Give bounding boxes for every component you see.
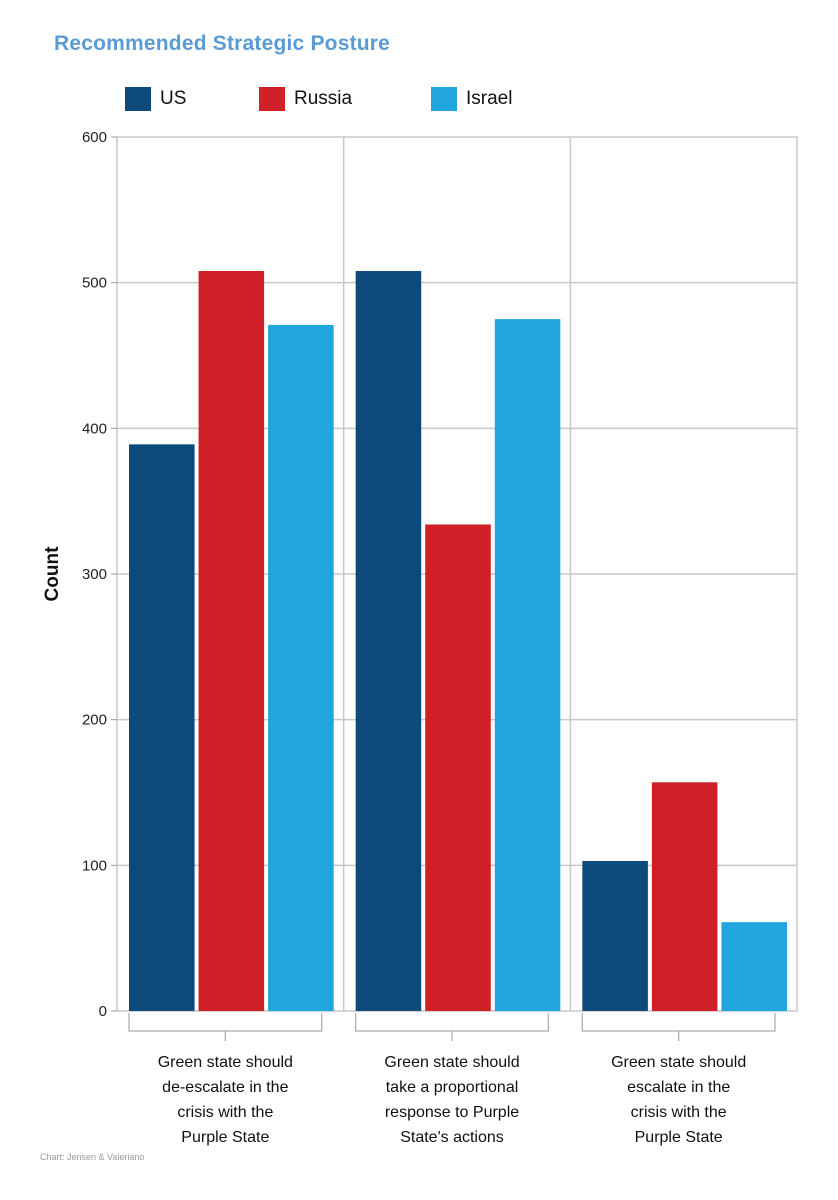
category-bracket-1: [355, 1013, 549, 1032]
category-label-line: take a proportional: [386, 1079, 519, 1096]
legend-item-israel: Israel: [431, 86, 512, 112]
y-axis-label: Count: [42, 546, 63, 602]
y-tick-label-5: 500: [82, 275, 107, 292]
category-bracket-2: [581, 1013, 776, 1032]
legend-label-russia: Russia: [294, 88, 353, 109]
y-tick-label-1: 100: [82, 857, 107, 874]
y-tick-label-4: 400: [82, 420, 107, 437]
bar-israel-2: [721, 922, 787, 1011]
legend-label-us: US: [160, 88, 187, 109]
category-label-line: Green state should: [611, 1054, 746, 1071]
legend-swatch-us: [125, 87, 151, 111]
category-label-line: crisis with the: [631, 1104, 727, 1121]
category-label-1: Green state should take a proportional res…: [384, 1054, 519, 1146]
y-tick-label-2: 200: [82, 712, 107, 729]
bar-us-1: [355, 271, 422, 1012]
bar-israel-1: [494, 319, 561, 1011]
chart-title: Recommended Strategic Posture: [54, 32, 391, 55]
category-label-line: State's actions: [400, 1129, 504, 1146]
category-label-line: Green state should: [158, 1054, 293, 1071]
bar-israel-0: [268, 324, 334, 1011]
bar-russia-1: [425, 524, 491, 1011]
category-label-0: Green state should de-escalate in the cris…: [158, 1054, 293, 1146]
legend-swatch-israel: [431, 87, 457, 111]
legend-label-israel: Israel: [466, 88, 513, 109]
category-label-line: Green state should: [384, 1054, 519, 1071]
y-tick-label-6: 600: [82, 129, 107, 146]
legend-item-us: US: [125, 86, 186, 112]
category-label-line: Purple State: [635, 1129, 723, 1146]
legend-swatch-russia: [259, 87, 285, 111]
category-label-line: crisis with the: [177, 1104, 273, 1121]
category-bracket-0: [128, 1013, 323, 1032]
y-tick-label-0: 0: [99, 1003, 107, 1020]
category-label-line: response to Purple: [385, 1104, 519, 1121]
bar-us-0: [129, 444, 195, 1011]
legend-item-russia: Russia: [259, 86, 352, 112]
chart-credit: Chart: Jensen & Valeriano: [40, 1152, 145, 1162]
bar-russia-0: [198, 271, 265, 1012]
category-label-line: Purple State: [181, 1129, 269, 1146]
bar-russia-2: [651, 782, 718, 1011]
bar-us-2: [582, 860, 648, 1011]
category-label-2: Green state should escalate in the crisis …: [611, 1054, 746, 1146]
y-tick-label-3: 300: [82, 566, 107, 583]
category-label-line: escalate in the: [627, 1079, 730, 1096]
category-label-line: de-escalate in the: [162, 1079, 288, 1096]
